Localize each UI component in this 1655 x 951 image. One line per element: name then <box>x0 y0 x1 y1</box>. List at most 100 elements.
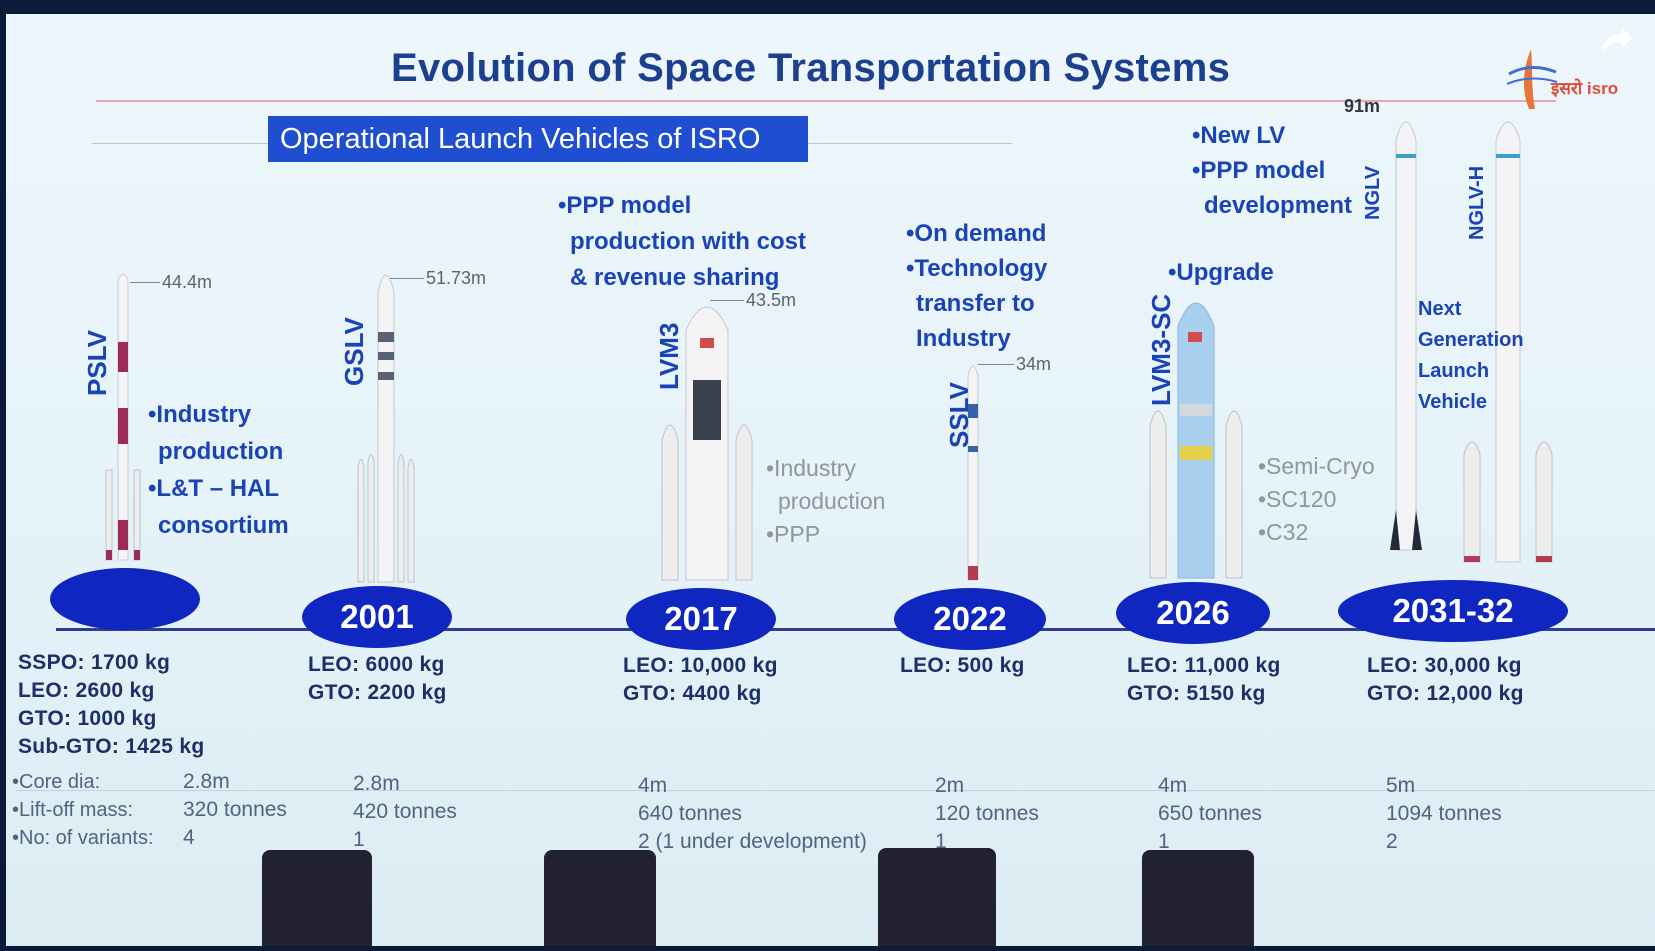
pslv-bullet-3: •L&T – HAL <box>148 475 280 502</box>
lvm3-specs: 4m 640 tonnes 2 (1 under development) <box>638 772 867 856</box>
nglv-caption: Next Generation Launch Vehicle <box>1418 294 1524 418</box>
sslv-specs: 2m 120 tonnes 1 <box>935 772 1039 856</box>
timeline-axis <box>56 628 1655 631</box>
gslv-spec-liftoff-mass: 420 tonnes <box>353 800 457 823</box>
gslv-spec-core-dia: 2.8m <box>353 772 400 795</box>
nglv-bullet-3: development <box>1204 192 1353 219</box>
gslv-specs: 2.8m 420 tonnes 1 <box>353 770 457 854</box>
lvm3sc-spec-core-dia: 4m <box>1158 774 1188 797</box>
nglv-bullet-2: •PPP model <box>1192 157 1326 184</box>
lvm3-note-2: production <box>778 488 886 514</box>
sslv-height: 34m <box>1016 354 1052 374</box>
year-oval-2001: 2001 <box>302 586 452 648</box>
lvm3sc-bullet-1: •Upgrade <box>1168 259 1274 286</box>
lvm3sc-capacity: LEO: 11,000 kg GTO: 5150 kg <box>1127 652 1281 708</box>
lvm3-note-3: •PPP <box>766 521 821 547</box>
gslv-rocket-illustration <box>357 274 415 583</box>
year-oval-2031-32: 2031-32 <box>1338 580 1568 642</box>
year-oval-2017: 2017 <box>626 588 776 650</box>
lvm3-height: 43.5m <box>746 290 797 310</box>
lvm3-height-line <box>710 300 744 301</box>
spec-labels: •Core dia: •Lift-off mass: •No: of varia… <box>12 768 154 852</box>
lvm3-bullets: •PPP model production with cost & revenu… <box>558 188 806 296</box>
lvm3-capacity-1: LEO: 10,000 kg <box>623 654 778 677</box>
pslv-capacity-1: SSPO: 1700 kg <box>18 651 171 674</box>
nglv-caption-3: Launch <box>1418 360 1490 382</box>
pslv-capacity-3: GTO: 1000 kg <box>18 707 157 730</box>
lvm3-bullet-2: production with cost <box>570 228 806 255</box>
gslv-height: 51.73m <box>426 268 487 288</box>
nglv-spec-liftoff-mass: 1094 tonnes <box>1386 802 1502 825</box>
pslv-bullet-1: •Industry <box>148 401 252 428</box>
nglv-caption-2: Generation <box>1418 329 1524 351</box>
gslv-height-line <box>390 278 424 279</box>
slide-title: Evolution of Space Transportation System… <box>391 46 1231 90</box>
section-subtitle: Operational Launch Vehicles of ISRO <box>268 116 808 162</box>
gslv-capacity: LEO: 6000 kg GTO: 2200 kg <box>308 651 447 707</box>
lvm3sc-notes: •Semi-Cryo •SC120 •C32 <box>1258 450 1375 549</box>
lvm3sc-note-3: •C32 <box>1258 519 1309 545</box>
sslv-label: SSLV <box>944 382 974 448</box>
foreground-chair <box>1142 850 1254 946</box>
spec-label-variants: •No: of variants: <box>12 827 154 849</box>
sslv-height-line <box>978 364 1014 365</box>
nglv-h-label: NGLV-H <box>1466 165 1488 240</box>
pslv-rocket-illustration <box>105 273 141 561</box>
sslv-bullet-4: Industry <box>916 325 1011 352</box>
pslv-bullets: •Industry production •L&T – HAL consorti… <box>148 396 289 544</box>
lvm3-capacity: LEO: 10,000 kg GTO: 4400 kg <box>623 652 778 708</box>
nglv-capacity-1: LEO: 30,000 kg <box>1367 654 1522 677</box>
gslv-capacity-2: GTO: 2200 kg <box>308 681 447 704</box>
lvm3sc-note-2: •SC120 <box>1258 486 1337 512</box>
foreground-chair <box>262 850 372 946</box>
lvm3-bullet-3: & revenue sharing <box>570 264 780 291</box>
year-oval-2022: 2022 <box>894 588 1046 650</box>
lvm3-bullet-1: •PPP model <box>558 192 692 219</box>
pslv-capacity-2: LEO: 2600 kg <box>18 679 155 702</box>
lvm3-capacity-2: GTO: 4400 kg <box>623 682 762 705</box>
isro-logo-text: इसरो isro <box>1551 79 1619 98</box>
presentation-slide: Evolution of Space Transportation System… <box>6 14 1655 946</box>
sslv-spec-variants: 1 <box>935 830 947 853</box>
foreground-chair <box>878 848 996 946</box>
nglv-capacity-2: GTO: 12,000 kg <box>1367 682 1524 705</box>
nglv-h-rocket-illustration <box>1463 121 1553 563</box>
gslv-spec-variants: 1 <box>353 828 365 851</box>
pslv-capacity: SSPO: 1700 kg LEO: 2600 kg GTO: 1000 kg … <box>18 649 204 761</box>
lvm3sc-capacity-1: LEO: 11,000 kg <box>1127 654 1281 677</box>
nglv-caption-4: Vehicle <box>1418 391 1487 413</box>
sslv-rocket-illustration <box>967 365 979 581</box>
pslv-label: PSLV <box>82 330 112 396</box>
sslv-capacity-1: LEO: 500 kg <box>900 654 1025 677</box>
pslv-capacity-4: Sub-GTO: 1425 kg <box>18 735 205 758</box>
lvm3-label: LVM3 <box>654 322 684 390</box>
lvm3sc-spec-variants: 1 <box>1158 830 1170 853</box>
sslv-bullet-1: •On demand <box>906 220 1047 247</box>
lvm3sc-specs: 4m 650 tonnes 1 <box>1158 772 1262 856</box>
lvm3-rocket-illustration <box>661 306 753 581</box>
lvm3-spec-variants: 2 (1 under development) <box>638 830 867 853</box>
pslv-bullet-4: consortium <box>158 512 289 539</box>
nglv-label: NGLV <box>1362 165 1384 220</box>
lvm3sc-bullets: •Upgrade <box>1168 254 1274 291</box>
sslv-spec-liftoff-mass: 120 tonnes <box>935 802 1039 825</box>
spec-label-liftoff-mass: •Lift-off mass: <box>12 799 134 821</box>
lvm3sc-rocket-illustration <box>1149 302 1243 579</box>
nglv-bullets: •New LV •PPP model development <box>1192 118 1352 223</box>
lvm3sc-label: LVM3-SC <box>1146 293 1176 406</box>
nglv-bullet-1: •New LV <box>1192 122 1286 149</box>
gslv-capacity-1: LEO: 6000 kg <box>308 653 445 676</box>
nglv-specs: 5m 1094 tonnes 2 <box>1386 772 1502 856</box>
share-icon[interactable] <box>1596 20 1636 60</box>
lvm3-spec-liftoff-mass: 640 tonnes <box>638 802 742 825</box>
foreground-chair <box>544 850 656 946</box>
lvm3-note-1: •Industry <box>766 455 856 481</box>
year-oval-pslv <box>50 568 200 630</box>
lvm3sc-note-1: •Semi-Cryo <box>1258 453 1375 479</box>
pslv-specs: 2.8m 320 tonnes 4 <box>183 768 287 852</box>
lvm3-notes: •Industry production •PPP <box>766 452 885 551</box>
specs-divider <box>16 790 1655 791</box>
lvm3sc-capacity-2: GTO: 5150 kg <box>1127 682 1266 705</box>
sslv-bullet-2: •Technology <box>906 255 1048 282</box>
sslv-bullets: •On demand •Technology transfer to Indus… <box>906 216 1047 356</box>
